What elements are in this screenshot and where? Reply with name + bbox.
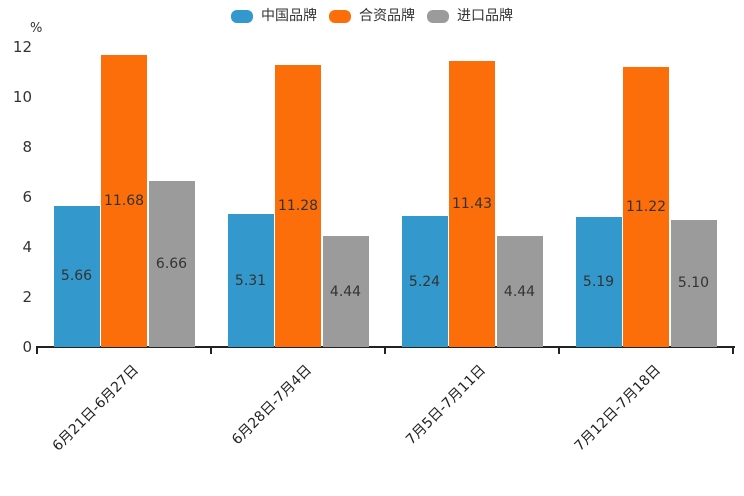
- x-axis-tick: [384, 347, 386, 354]
- x-axis-category-label: 7月5日-7月11日: [403, 362, 490, 449]
- y-axis-tick-label: 8: [22, 138, 32, 156]
- y-axis-tick-label: 10: [12, 88, 32, 106]
- bar[interactable]: [670, 219, 717, 347]
- bar[interactable]: [227, 214, 274, 347]
- y-axis-tick-label: 12: [12, 38, 32, 56]
- legend-item-label: 中国品牌: [261, 8, 317, 24]
- bar[interactable]: [575, 217, 622, 347]
- y-axis-unit-label: %: [30, 21, 43, 36]
- bar[interactable]: [101, 55, 147, 347]
- x-axis-category-label: 6月28日-7月4日: [229, 362, 316, 449]
- y-axis-tick-label: 2: [22, 288, 32, 306]
- bar[interactable]: [148, 180, 195, 347]
- x-axis-tick: [210, 347, 212, 354]
- bar[interactable]: [401, 216, 448, 347]
- legend-swatch-icon: [427, 9, 449, 23]
- x-axis-tick: [558, 347, 560, 354]
- bar[interactable]: [623, 66, 669, 347]
- legend-item-label: 进口品牌: [457, 8, 513, 24]
- x-axis-tick: [36, 347, 38, 354]
- legend-item[interactable]: 进口品牌: [427, 8, 513, 24]
- bar[interactable]: [449, 61, 495, 347]
- bar[interactable]: [275, 65, 321, 347]
- legend-item[interactable]: 中国品牌: [231, 8, 317, 24]
- x-axis-category-label: 6月21日-6月27日: [49, 362, 142, 455]
- x-axis-tick: [732, 347, 734, 354]
- y-axis-tick-label: 0: [22, 338, 32, 356]
- legend-swatch-icon: [231, 9, 253, 23]
- y-axis-tick-label: 6: [22, 188, 32, 206]
- legend-swatch-icon: [329, 9, 351, 23]
- bar[interactable]: [322, 236, 369, 347]
- bar[interactable]: [496, 236, 543, 347]
- bar[interactable]: [53, 205, 100, 347]
- legend-item-label: 合资品牌: [359, 8, 415, 24]
- legend-item[interactable]: 合资品牌: [329, 8, 415, 24]
- chart-legend: 中国品牌 合资品牌 进口品牌: [0, 7, 744, 25]
- y-axis-tick-label: 4: [22, 238, 32, 256]
- x-axis-category-label: 7月12日-7月18日: [571, 362, 664, 455]
